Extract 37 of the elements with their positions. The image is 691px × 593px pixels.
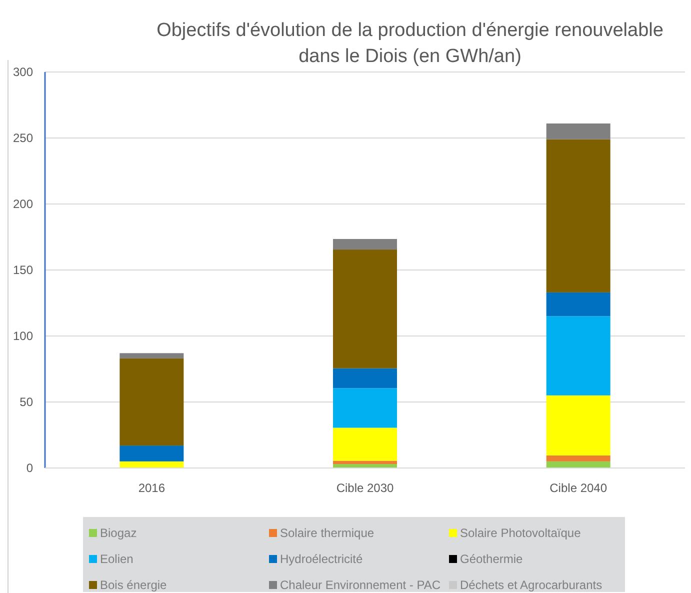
legend-label: Bois énergie: [100, 578, 168, 592]
bar: [333, 238, 397, 250]
bar: [333, 388, 397, 428]
bar: [333, 250, 397, 368]
legend-label: Solaire Photovoltaïque: [460, 526, 582, 540]
y-tick-label: 200: [12, 197, 34, 211]
bar: [120, 446, 184, 462]
y-tick-label: 100: [12, 329, 34, 343]
bar: [546, 316, 610, 396]
legend-label: Chaleur Environnement - PAC: [280, 578, 441, 592]
bar: [333, 428, 397, 461]
legend-label: Biogaz: [100, 526, 137, 540]
x-tick-label: 2016: [138, 481, 166, 495]
bar: [546, 123, 610, 140]
bar: [120, 461, 184, 468]
y-tick-label: 0: [26, 461, 34, 475]
y-tick-label: 300: [12, 65, 34, 79]
bar: [333, 368, 397, 388]
x-tick-label: Cible 2040: [550, 481, 608, 495]
bar: [546, 395, 610, 456]
legend-label: Solaire thermique: [280, 526, 374, 540]
legend-label: Déchets et Agrocarburants: [460, 578, 602, 592]
bar: [333, 460, 397, 464]
legend-label: Hydroélectricité: [280, 552, 364, 566]
legend-label: Eolien: [100, 552, 134, 566]
y-tick-label: 150: [12, 263, 34, 277]
bar: [120, 358, 184, 446]
bar: [546, 461, 610, 468]
bar: [546, 139, 610, 292]
y-tick-label: 250: [12, 131, 34, 145]
bar: [546, 292, 610, 316]
y-tick-label: 50: [20, 395, 34, 409]
chart-title: Objectifs d'évolution de la production d'énergie renouvelable dans le Diois (en GWh/an): [156, 20, 664, 67]
legend-label: Géothermie: [460, 552, 524, 566]
bar: [120, 353, 184, 358]
bar: [546, 455, 610, 462]
x-tick-label: Cible 2030: [336, 481, 394, 495]
